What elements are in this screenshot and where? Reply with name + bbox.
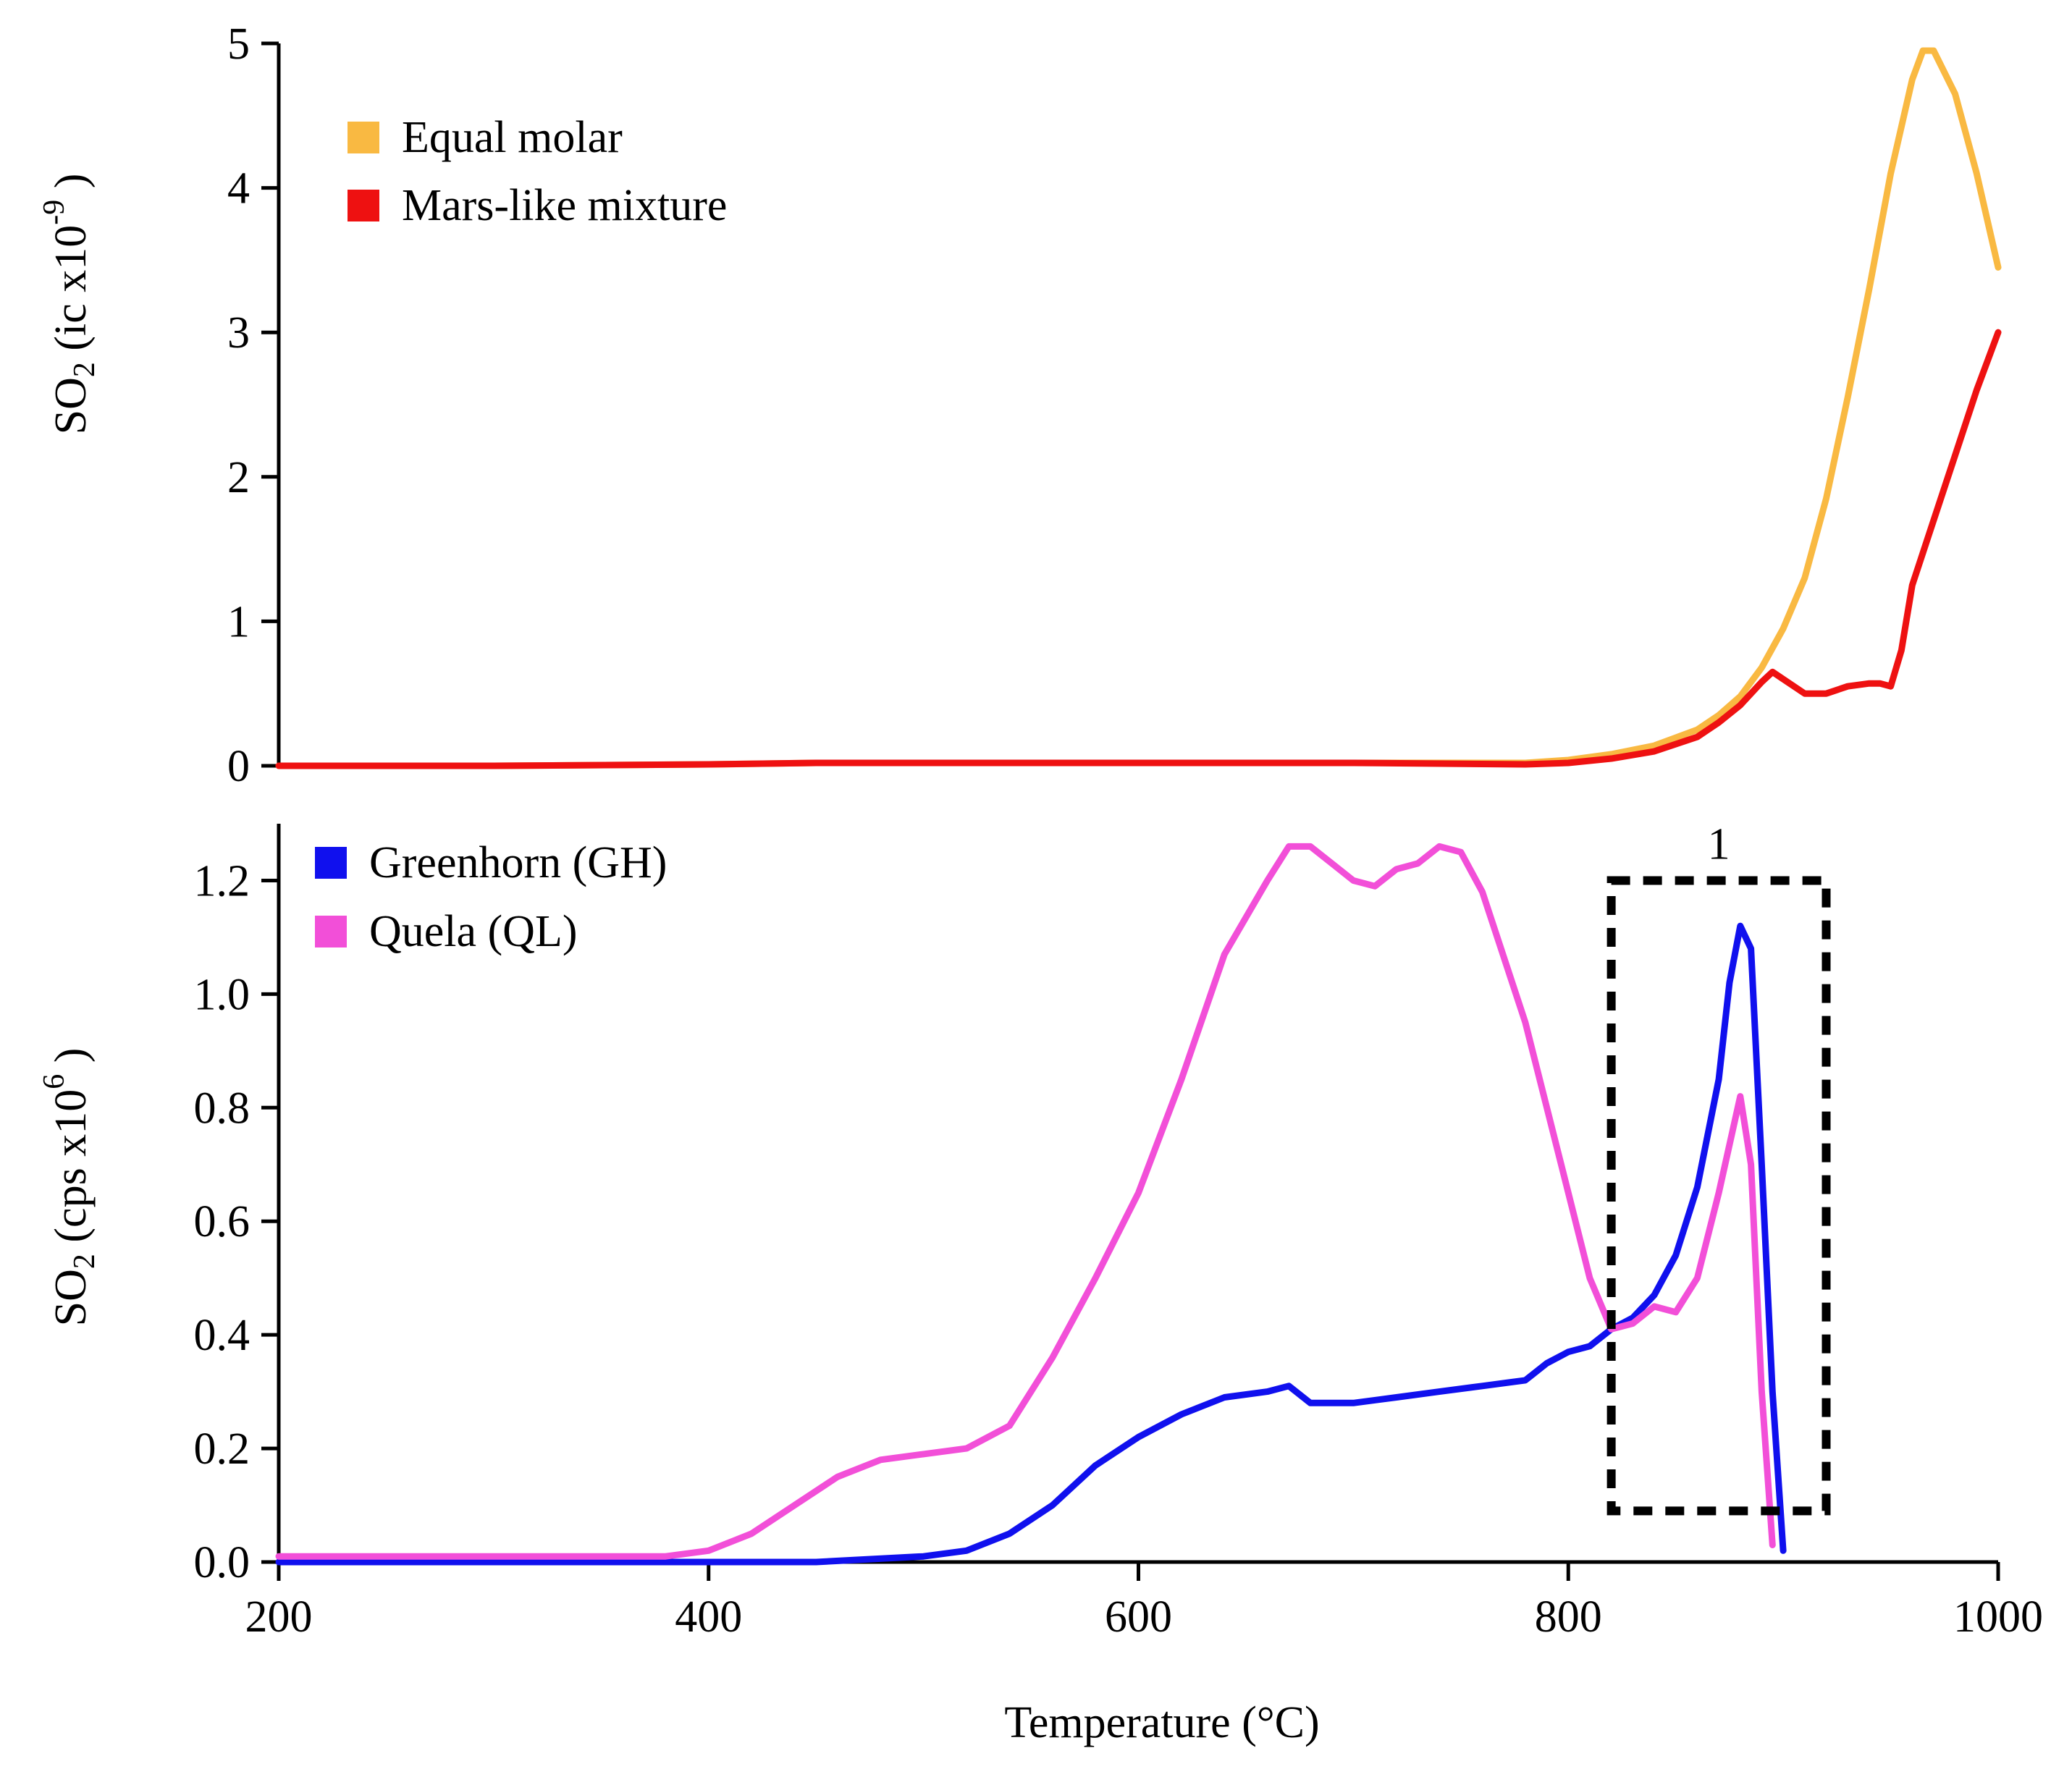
- top-y-ticks: 0 1 2 3 4 5: [227, 20, 279, 791]
- top-y-tick-label: 1: [227, 597, 250, 646]
- legend-label-equal-molar: Equal molar: [402, 113, 623, 162]
- top-y-axis-title: SO2 (ic x10-9 ): [38, 174, 101, 435]
- top-y-tick-label: 4: [227, 164, 250, 214]
- top-panel: 0 1 2 3 4 5 SO2 (ic x10-9 ) Equal molar Mars-…: [38, 20, 2002, 791]
- bottom-y-tick-label: 0.0: [194, 1538, 250, 1587]
- highlight-box-label: 1: [1708, 819, 1730, 869]
- bottom-x-tick-label: 400: [675, 1592, 742, 1642]
- series-line-mars-like-mixture: [275, 329, 2002, 769]
- legend-swatch-quela: [315, 916, 347, 947]
- bottom-y-tick-label: 1.2: [194, 856, 250, 906]
- bottom-y-tick-label: 0.8: [194, 1084, 250, 1133]
- legend-label-quela: Quela (QL): [369, 907, 577, 956]
- bottom-y-tick-label: 0.2: [194, 1424, 250, 1474]
- bottom-panel: 0.0 0.2 0.4 0.6 0.8 1.0 1.2 200 400 600 800 1000 1…: [38, 819, 2043, 1747]
- bottom-legend: Greenhorn (GH) Quela (QL): [315, 838, 667, 956]
- legend-label-greenhorn: Greenhorn (GH): [369, 838, 667, 887]
- series-line-greenhorn-gh: [275, 922, 1787, 1566]
- top-y-tick-label: 2: [227, 453, 250, 502]
- bottom-y-ticks: 0.0 0.2 0.4 0.6 0.8 1.0 1.2: [194, 856, 279, 1587]
- series-line-quela-ql: [275, 843, 1776, 1560]
- bottom-x-tick-label: 800: [1535, 1592, 1602, 1642]
- x-axis-title: Temperature (°C): [1004, 1698, 1319, 1747]
- top-legend: Equal molar Mars-like mixture: [348, 113, 727, 230]
- bottom-y-tick-label: 0.6: [194, 1197, 250, 1246]
- legend-swatch-greenhorn: [315, 847, 347, 879]
- bottom-x-tick-label: 1000: [1953, 1592, 2043, 1642]
- bottom-y-tick-label: 0.4: [194, 1311, 250, 1360]
- highlight-box-1: [1606, 876, 1831, 1516]
- top-y-tick-label: 3: [227, 308, 250, 358]
- bottom-series-group: [275, 843, 1787, 1566]
- legend-swatch-mars-like-mixture: [348, 190, 379, 221]
- top-series-group: [275, 47, 2002, 769]
- top-y-tick-label: 0: [227, 742, 250, 791]
- bottom-x-tick-label: 600: [1105, 1592, 1172, 1642]
- bottom-y-tick-label: 1.0: [194, 970, 250, 1019]
- bottom-y-axis-title: SO2 (cps x106 ): [38, 1048, 101, 1327]
- legend-swatch-equal-molar: [348, 122, 379, 153]
- bottom-x-ticks: 200 400 600 800 1000: [245, 1562, 2043, 1642]
- legend-label-mars-like-mixture: Mars-like mixture: [402, 181, 727, 230]
- bottom-x-tick-label: 200: [245, 1592, 313, 1642]
- top-y-tick-label: 5: [227, 20, 250, 69]
